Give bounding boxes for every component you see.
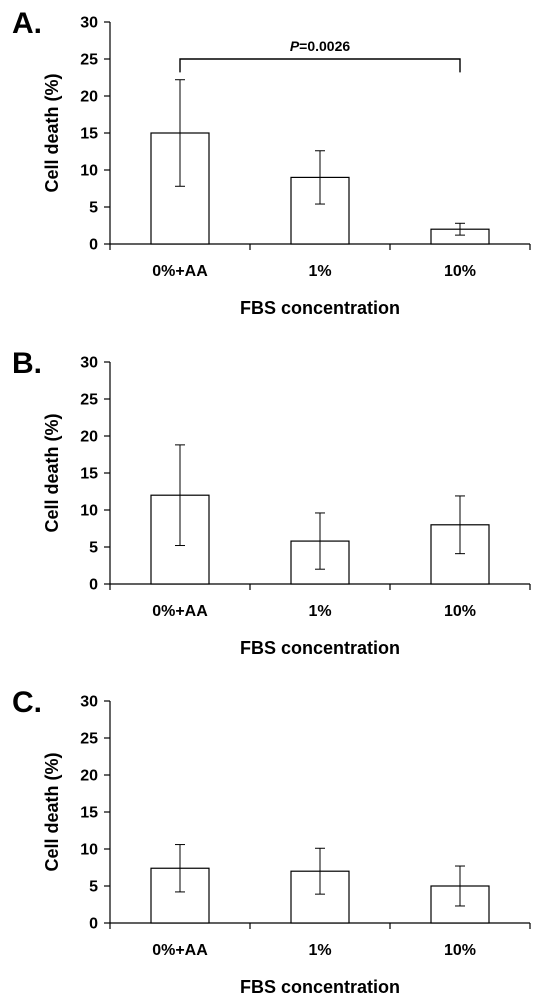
y-tick-label: 0 bbox=[89, 237, 98, 254]
significance-bracket bbox=[179, 58, 461, 73]
x-tick-label: 10% bbox=[444, 603, 476, 620]
y-axis-title: Cell death (%) bbox=[42, 73, 62, 192]
p-value-label: P=0.0026 bbox=[290, 38, 351, 54]
panel-label: A. bbox=[12, 7, 42, 40]
x-tick-label: 1% bbox=[308, 263, 331, 280]
y-tick-label: 15 bbox=[80, 805, 98, 822]
x-tick-label: 10% bbox=[444, 942, 476, 959]
y-tick-label: 10 bbox=[80, 503, 98, 520]
y-tick-label: 30 bbox=[80, 694, 98, 711]
x-tick-label: 0%+AA bbox=[152, 263, 208, 280]
y-tick-label: 15 bbox=[80, 126, 98, 143]
x-axis-title: FBS concentration bbox=[240, 977, 400, 997]
y-tick-label: 30 bbox=[80, 355, 98, 372]
y-tick-label: 10 bbox=[80, 842, 98, 859]
y-tick-label: 5 bbox=[89, 879, 98, 896]
y-axis-title: Cell death (%) bbox=[42, 413, 62, 532]
chart-panel-c: C. 0 5 10 15 20 25 30 0%+AA 1% 10% Cell death (%) FB… bbox=[12, 686, 531, 997]
chart-panel-b: B. 0 5 10 15 20 25 30 0%+AA 1% 10% Cell death (%) FB… bbox=[12, 347, 531, 658]
y-axis-title: Cell death (%) bbox=[42, 752, 62, 871]
y-tick-label: 20 bbox=[80, 89, 98, 106]
p-value: =0.0026 bbox=[299, 38, 350, 54]
x-axis-title: FBS concentration bbox=[240, 298, 400, 318]
y-tick-label: 20 bbox=[80, 768, 98, 785]
y-tick-label: 30 bbox=[80, 15, 98, 32]
y-tick-label: 0 bbox=[89, 577, 98, 594]
panel-label: B. bbox=[12, 347, 42, 380]
x-tick-label: 0%+AA bbox=[152, 603, 208, 620]
y-tick-label: 25 bbox=[80, 52, 98, 69]
y-tick-label: 5 bbox=[89, 540, 98, 557]
y-tick-label: 25 bbox=[80, 392, 98, 409]
panel-label: C. bbox=[12, 686, 42, 719]
y-tick-label: 15 bbox=[80, 466, 98, 483]
x-tick-label: 1% bbox=[308, 603, 331, 620]
y-tick-label: 10 bbox=[80, 163, 98, 180]
x-axis-title: FBS concentration bbox=[240, 638, 400, 658]
y-tick-label: 25 bbox=[80, 731, 98, 748]
y-tick-label: 20 bbox=[80, 429, 98, 446]
x-tick-label: 1% bbox=[308, 942, 331, 959]
y-tick-label: 0 bbox=[89, 916, 98, 933]
chart-panel-a: A. 0 5 10 15 20 25 30 0%+AA 1% 10% Cell death (%) FB… bbox=[12, 7, 531, 318]
x-tick-label: 0%+AA bbox=[152, 942, 208, 959]
p-symbol: P bbox=[290, 38, 300, 54]
y-tick-label: 5 bbox=[89, 200, 98, 217]
x-tick-label: 10% bbox=[444, 263, 476, 280]
